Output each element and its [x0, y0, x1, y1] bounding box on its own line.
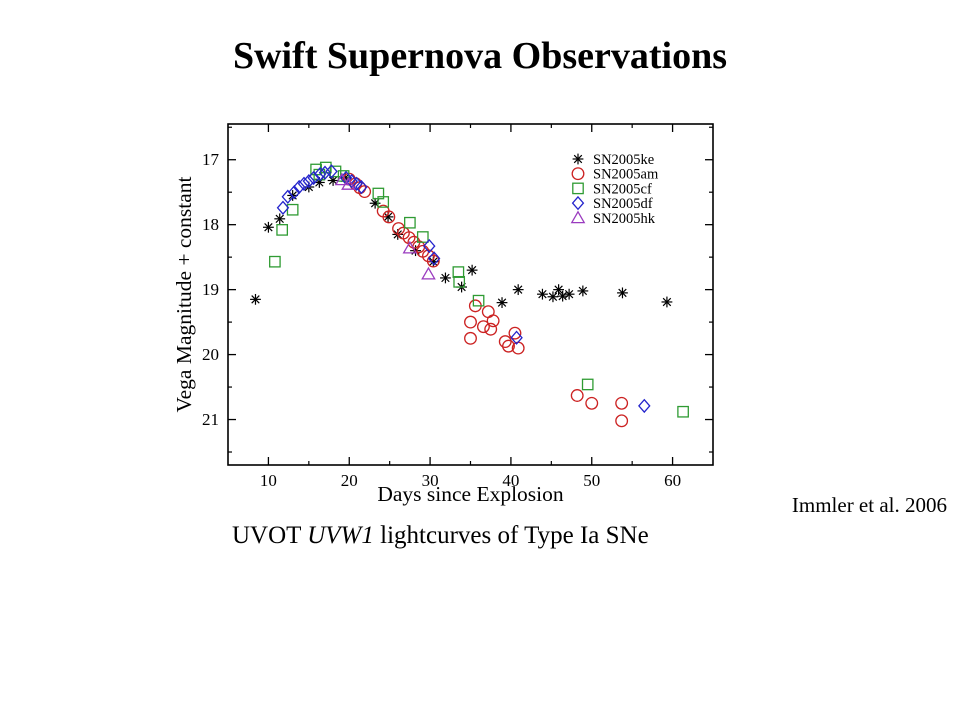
y-axis-label: Vega Magnitude + constant	[172, 176, 196, 412]
slide-title: Swift Supernova Observations	[232, 35, 728, 77]
y-tick-label: 20	[202, 345, 219, 364]
y-tick-label: 17	[202, 150, 220, 169]
legend-label: SN2005cf	[593, 181, 652, 197]
series-SN2005am	[342, 172, 629, 428]
series-SN2005hk	[334, 172, 436, 280]
x-tick-label: 60	[664, 471, 681, 490]
x-tick-label: 20	[341, 471, 358, 490]
caption-suffix: lightcurves of Type Ia SNe	[373, 522, 649, 549]
caption-filter-name: UVW1	[307, 522, 374, 549]
legend-label: SN2005am	[593, 167, 659, 183]
x-tick-label: 40	[502, 471, 519, 490]
y-tick-label: 18	[202, 215, 219, 234]
y-tick-label: 21	[202, 410, 219, 429]
x-tick-label: 50	[583, 471, 600, 490]
legend-label: SN2005ke	[593, 152, 654, 168]
x-tick-label: 30	[422, 471, 439, 490]
caption-prefix: UVOT	[232, 522, 308, 549]
legend-label: SN2005df	[593, 196, 653, 212]
series-SN2005df	[276, 164, 651, 414]
legend-label: SN2005hk	[593, 211, 656, 227]
x-axis-label: Days since Explosion	[377, 482, 564, 506]
plot-caption: UVOT UVW1 lightcurves of Type Ia SNe	[232, 522, 649, 550]
citation-text: Immler et al. 2006	[791, 493, 947, 517]
plot-axes: 10 20 30 40 50 60 17 18 19 20 21 Days since Explosi…	[172, 123, 714, 506]
x-tick-label: 10	[260, 471, 277, 490]
y-tick-label: 19	[202, 280, 219, 299]
